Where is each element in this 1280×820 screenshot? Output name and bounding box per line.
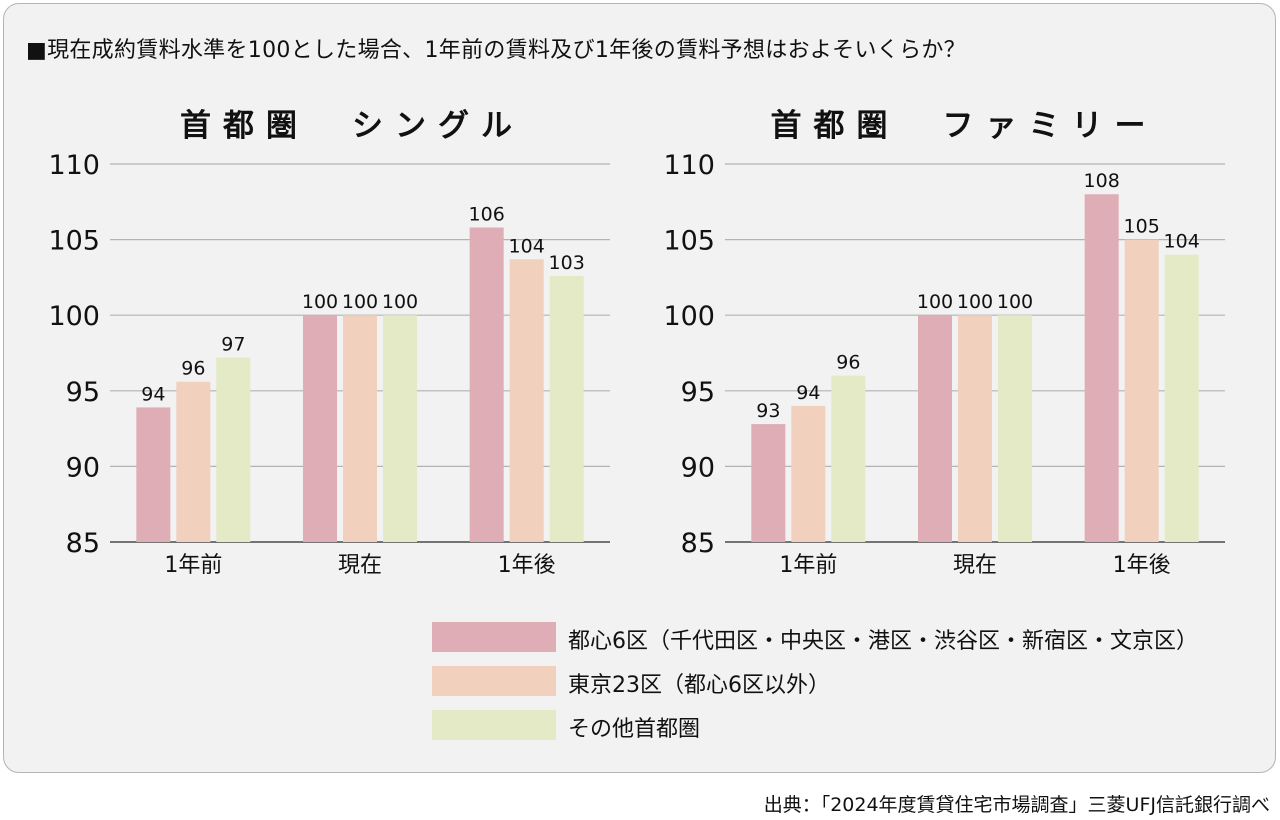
data-label: 106 <box>469 204 505 226</box>
legend-label: 東京23区（都心6区以外） <box>568 673 830 698</box>
x-tick-label: 1年前 <box>164 553 222 578</box>
bar-central6 <box>918 315 952 542</box>
data-label: 96 <box>836 352 860 374</box>
x-tick-label: 現在 <box>953 553 997 578</box>
data-label: 100 <box>917 291 953 313</box>
legend: 都心6区（千代田区・中央区・港区・渋谷区・新宿区・文京区） 東京23区（都心6区… <box>432 622 1252 754</box>
y-tick-label: 100 <box>663 301 715 332</box>
bar-tokyo23 <box>176 381 211 542</box>
bar-other-metro <box>216 357 251 542</box>
data-label: 94 <box>141 383 165 405</box>
data-label: 100 <box>382 291 418 313</box>
y-tick-label: 100 <box>48 301 100 332</box>
bar-tokyo23 <box>343 315 377 542</box>
x-tick-label: 現在 <box>338 553 382 578</box>
chart-title-family: 首都圏 ファミリー <box>770 108 1158 144</box>
y-tick-label: 105 <box>48 226 100 257</box>
y-tick-label: 85 <box>66 528 100 559</box>
data-label: 93 <box>756 400 780 422</box>
x-tick-label: 1年後 <box>1113 553 1171 578</box>
y-tick-label: 95 <box>681 377 715 408</box>
data-label: 105 <box>1124 216 1160 238</box>
bar-central6 <box>136 407 171 542</box>
data-label: 108 <box>1084 170 1120 192</box>
y-tick-label: 95 <box>66 377 100 408</box>
chart-panel: ■現在成約賃料水準を100とした場合、1年前の賃料及び1年後の賃料予想はおよそい… <box>3 3 1276 773</box>
data-label: 97 <box>221 334 245 356</box>
bar-central6 <box>1084 194 1119 543</box>
x-tick-label: 1年後 <box>498 553 556 578</box>
data-label: 100 <box>997 291 1033 313</box>
bar-central6 <box>751 424 786 542</box>
y-tick-label: 110 <box>663 150 715 181</box>
bar-tokyo23 <box>509 259 544 542</box>
legend-item-other-metro: その他首都圏 <box>432 710 1252 754</box>
legend-item-tokyo23: 東京23区（都心6区以外） <box>432 666 1252 710</box>
legend-label: 都心6区（千代田区・中央区・港区・渋谷区・新宿区・文京区） <box>568 629 1198 654</box>
y-tick-label: 110 <box>48 150 100 181</box>
legend-swatch <box>432 622 556 652</box>
bar-tokyo23 <box>791 405 826 542</box>
x-tick-label: 1年前 <box>779 553 837 578</box>
legend-item-central6: 都心6区（千代田区・中央区・港区・渋谷区・新宿区・文京区） <box>432 622 1252 666</box>
chart-title-single: 首都圏 シングル <box>180 108 524 144</box>
legend-swatch <box>432 666 556 696</box>
data-label: 94 <box>796 382 820 404</box>
y-tick-label: 105 <box>663 226 715 257</box>
legend-swatch <box>432 710 556 740</box>
y-tick-label: 85 <box>681 528 715 559</box>
bar-other-metro <box>831 375 866 542</box>
bar-central6 <box>469 227 504 542</box>
y-tick-label: 90 <box>681 452 715 483</box>
y-tick-label: 90 <box>66 452 100 483</box>
data-label: 100 <box>342 291 378 313</box>
legend-label: その他首都圏 <box>568 717 701 742</box>
data-label: 100 <box>957 291 993 313</box>
source-note: 出典：「2024年度賃貸住宅市場調査」三菱UFJ信託銀行調べ <box>763 794 1270 816</box>
bar-central6 <box>303 315 337 542</box>
data-label: 96 <box>181 358 205 380</box>
data-label: 103 <box>549 252 585 274</box>
data-label: 104 <box>509 235 545 257</box>
data-label: 104 <box>1164 231 1200 253</box>
question-text: ■現在成約賃料水準を100とした場合、1年前の賃料及び1年後の賃料予想はおよそい… <box>26 38 966 63</box>
bar-other-metro <box>1164 254 1199 542</box>
bar-other-metro <box>549 275 584 542</box>
data-label: 100 <box>302 291 338 313</box>
bar-tokyo23 <box>1124 239 1159 542</box>
bar-tokyo23 <box>958 315 992 542</box>
bar-other-metro <box>383 315 417 542</box>
bar-other-metro <box>998 315 1032 542</box>
